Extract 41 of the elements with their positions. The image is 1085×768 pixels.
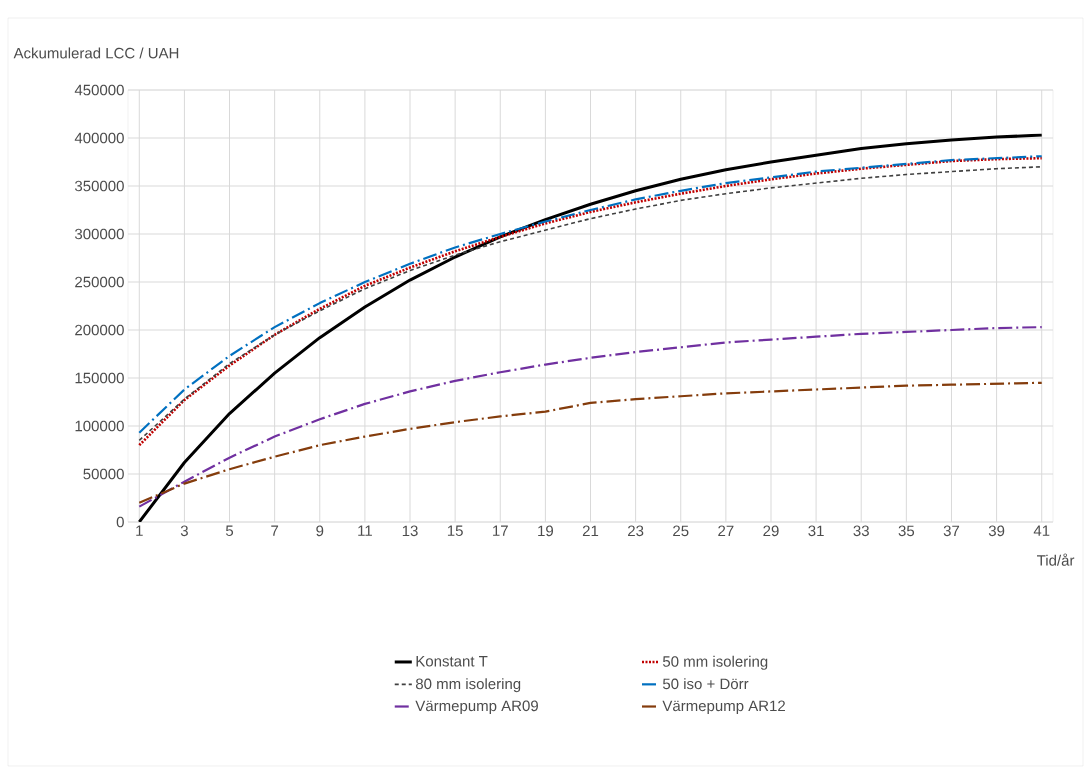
x-tick-label: 27	[718, 525, 734, 536]
y-tick-label: 100000	[75, 420, 124, 432]
y-tick-label: 50000	[83, 468, 124, 480]
y-tick-label: 300000	[74, 228, 124, 240]
y-tick-label: 0	[116, 516, 124, 528]
x-tick-label: 1	[136, 525, 143, 536]
x-tick-label: 9	[316, 525, 324, 537]
x-axis-title: Tid/år	[1037, 553, 1075, 566]
x-tick-label: 31	[808, 525, 824, 537]
x-tick-label: 33	[853, 525, 869, 537]
y-tick-label: 450000	[74, 84, 124, 96]
x-tick-label: 39	[988, 525, 1005, 537]
legend-label: Värmepump AR12	[662, 700, 785, 715]
x-tick-label: 29	[763, 525, 779, 537]
legend-label: 80 mm isolering	[415, 678, 521, 693]
x-tick-label: 3	[180, 525, 188, 537]
x-tick-label: 21	[582, 525, 599, 536]
x-tick-label: 41	[1033, 525, 1050, 536]
line-series	[138, 326, 1043, 508]
x-tick-label: 37	[943, 525, 960, 537]
legend-label: 50 mm isolering	[662, 655, 768, 670]
x-tick-label: 15	[447, 525, 463, 536]
x-tick-label: 13	[402, 525, 418, 537]
line-series	[137, 133, 1044, 522]
x-tick-label: 35	[898, 525, 915, 537]
x-tick-label: 17	[493, 525, 508, 536]
x-tick-label: 19	[538, 525, 553, 537]
legend-label: Värmepump AR09	[415, 700, 538, 715]
legend-label: 50 iso + Dörr	[662, 678, 749, 690]
y-tick-label: 350000	[74, 180, 124, 192]
y-tick-label: 200000	[75, 324, 124, 336]
y-tick-label: 250000	[75, 276, 124, 288]
y-tick-label: 150000	[75, 372, 124, 384]
x-tick-label: 23	[628, 525, 644, 537]
y-axis-title: Ackumulerad LCC / UAH	[13, 47, 179, 59]
x-tick-label: 11	[358, 525, 372, 536]
x-tick-label: 5	[225, 525, 234, 536]
legend-label: Konstant T	[416, 656, 488, 667]
x-tick-label: 7	[271, 525, 279, 536]
x-tick-label: 25	[673, 525, 689, 537]
y-tick-label: 400000	[74, 132, 124, 144]
